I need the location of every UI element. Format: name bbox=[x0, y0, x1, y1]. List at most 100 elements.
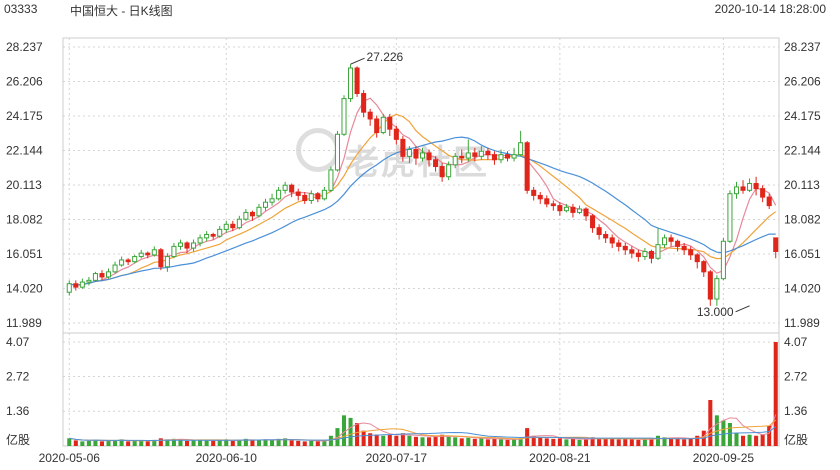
volume-bar bbox=[636, 439, 641, 446]
candle-body bbox=[668, 237, 674, 242]
volume-bar bbox=[570, 438, 575, 446]
volume-tick-label-left: 亿股 bbox=[6, 432, 30, 447]
candle-body bbox=[269, 198, 275, 203]
candle-body bbox=[217, 228, 223, 237]
low-annotation-label: 13.000 bbox=[697, 305, 734, 319]
candle-body bbox=[459, 155, 465, 159]
candle-body bbox=[753, 183, 759, 190]
candle-body bbox=[465, 152, 471, 159]
volume-bar bbox=[453, 437, 458, 446]
candle-body bbox=[151, 249, 157, 256]
candle-body bbox=[505, 154, 511, 159]
volume-bar bbox=[387, 434, 392, 446]
volume-bar bbox=[289, 440, 294, 446]
candle-body bbox=[675, 240, 681, 247]
price-tick-label-left: 24.175 bbox=[6, 109, 43, 123]
candle-body bbox=[714, 278, 720, 300]
candle-body bbox=[661, 237, 668, 246]
candle-body bbox=[590, 215, 596, 229]
volume-bar bbox=[348, 417, 353, 446]
volume-bar bbox=[86, 440, 91, 446]
candle-body bbox=[570, 206, 576, 213]
candle-body bbox=[642, 250, 648, 258]
candle-body bbox=[433, 159, 439, 168]
volume-bar bbox=[584, 439, 589, 446]
date-tick-label: 2020-06-10 bbox=[196, 451, 258, 465]
candle-body bbox=[99, 273, 105, 278]
volume-bar bbox=[113, 440, 118, 446]
candle-body bbox=[236, 218, 242, 229]
price-tick-label-left: 26.206 bbox=[6, 75, 43, 89]
candle-body bbox=[760, 188, 766, 198]
candle-body bbox=[452, 155, 458, 166]
volume-bar bbox=[106, 440, 111, 446]
candle-body bbox=[367, 111, 373, 120]
price-tick-label-right: 24.175 bbox=[784, 109, 821, 123]
candle-body bbox=[79, 281, 85, 288]
volume-bar bbox=[518, 438, 523, 446]
volume-bar bbox=[171, 438, 176, 446]
price-tick-label-left: 22.144 bbox=[6, 144, 43, 158]
volume-bar bbox=[479, 438, 484, 446]
volume-bar bbox=[145, 441, 150, 446]
volume-bar bbox=[433, 435, 438, 446]
candle-body bbox=[348, 67, 354, 100]
stock-code: 03333 bbox=[4, 2, 38, 16]
candle-body bbox=[210, 233, 216, 237]
volume-bar bbox=[695, 435, 700, 446]
volume-tick-label-right: 亿股 bbox=[784, 432, 808, 447]
volume-bar bbox=[211, 440, 216, 446]
candle-body bbox=[544, 198, 550, 205]
volume-bar bbox=[198, 439, 203, 446]
volume-bar bbox=[682, 439, 687, 446]
candle-body bbox=[138, 252, 144, 258]
candle-body bbox=[289, 184, 295, 193]
candle-body bbox=[354, 67, 360, 94]
volume-bar bbox=[381, 435, 386, 446]
candle-body bbox=[243, 211, 249, 220]
candle-body bbox=[472, 152, 478, 157]
candle-body bbox=[478, 150, 484, 157]
date-tick-label: 2020-07-17 bbox=[366, 451, 428, 465]
candle-body bbox=[498, 154, 504, 161]
volume-bar bbox=[368, 433, 373, 446]
candle-body bbox=[171, 245, 177, 258]
candle-body bbox=[204, 233, 210, 239]
candle-body bbox=[596, 227, 602, 235]
volume-bar bbox=[466, 437, 471, 446]
volume-bar bbox=[767, 425, 772, 446]
candle-body bbox=[92, 273, 98, 281]
candle-body bbox=[583, 208, 589, 217]
candle-body bbox=[537, 194, 543, 200]
volume-bar bbox=[740, 435, 746, 446]
volume-bar bbox=[492, 438, 497, 446]
candle-body bbox=[164, 256, 170, 268]
volume-bar bbox=[283, 438, 288, 446]
candle-body bbox=[648, 250, 654, 259]
candle-body bbox=[491, 154, 497, 161]
volume-bar bbox=[629, 439, 634, 446]
volume-bar bbox=[243, 438, 248, 446]
candle-body bbox=[112, 264, 118, 273]
volume-bar bbox=[191, 440, 196, 446]
volume-bar bbox=[322, 440, 327, 446]
volume-bar bbox=[204, 440, 209, 446]
volume-bar bbox=[642, 439, 647, 446]
candle-body bbox=[105, 271, 112, 278]
volume-bar bbox=[73, 440, 78, 446]
candle-body bbox=[720, 240, 726, 280]
volume-bar bbox=[544, 438, 549, 446]
volume-tick-label-right: 1.36 bbox=[784, 404, 808, 418]
volume-bar bbox=[394, 435, 399, 446]
candle-body bbox=[66, 283, 72, 293]
volume-bar bbox=[754, 435, 759, 446]
candle-body bbox=[550, 203, 556, 207]
candle-body bbox=[511, 154, 517, 159]
volume-bar bbox=[649, 438, 654, 446]
price-tick-label-left: 28.237 bbox=[6, 40, 43, 54]
candle-body bbox=[400, 138, 406, 157]
candle-body bbox=[563, 206, 569, 212]
candle-body bbox=[380, 116, 386, 134]
date-tick-label: 2020-05-06 bbox=[39, 451, 101, 465]
